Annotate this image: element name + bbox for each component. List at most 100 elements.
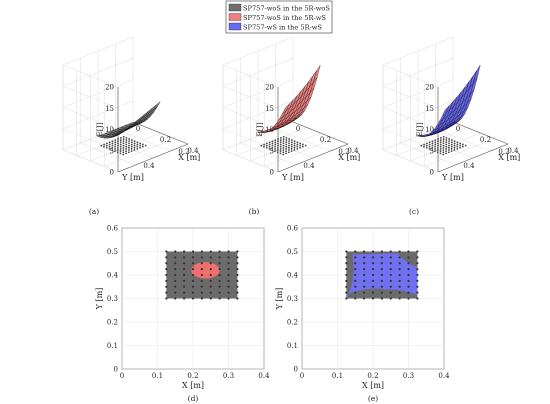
sample-point bbox=[227, 268, 230, 271]
sample-point bbox=[439, 141, 442, 144]
sample-point bbox=[354, 268, 357, 271]
sample-point bbox=[380, 268, 383, 271]
sample-point bbox=[416, 279, 419, 282]
y-tick-label: 0.1 bbox=[107, 342, 118, 350]
sample-point bbox=[296, 145, 299, 148]
sample-point bbox=[407, 273, 410, 277]
y-tick-label: 0.2 bbox=[107, 319, 118, 327]
sample-point bbox=[128, 142, 130, 145]
sample-point bbox=[282, 142, 285, 145]
sample-point bbox=[139, 142, 142, 145]
sample-point bbox=[389, 279, 392, 282]
sample-point bbox=[174, 250, 177, 253]
y-tick-label: 0.4 bbox=[107, 272, 119, 280]
sample-point bbox=[200, 291, 203, 294]
sample-point bbox=[268, 141, 271, 144]
sample-point bbox=[389, 297, 392, 300]
sample-point bbox=[279, 148, 282, 150]
sample-point bbox=[288, 138, 291, 140]
sample-point bbox=[345, 297, 348, 300]
sample-point bbox=[380, 273, 383, 277]
sample-point bbox=[407, 285, 410, 288]
sample-point bbox=[276, 151, 279, 154]
sample-point bbox=[105, 142, 108, 145]
sample-point bbox=[139, 144, 142, 147]
sample-point bbox=[174, 262, 177, 265]
sample-point bbox=[445, 145, 448, 148]
sample-point bbox=[236, 291, 239, 294]
sample-point bbox=[425, 142, 428, 145]
sample-point bbox=[191, 279, 195, 282]
sample-point bbox=[125, 139, 128, 141]
y-tick-label: 0.4 bbox=[303, 162, 315, 170]
sample-point bbox=[136, 143, 139, 146]
sample-point bbox=[288, 140, 290, 143]
y-tick-label: 0.2 bbox=[498, 148, 509, 156]
heatmap-panel-d: 0 0.1 0.2 0.3 0.4 0 0.1 0.2 0.3 0.4 0.5 0.6 X [m] Y [… bbox=[95, 225, 270, 404]
sample-point bbox=[274, 145, 276, 148]
sample-point bbox=[236, 262, 239, 265]
sample-point bbox=[431, 142, 434, 145]
y-axis-label: Y [m] bbox=[281, 173, 304, 182]
sample-point bbox=[265, 144, 268, 147]
sample-point bbox=[274, 143, 277, 146]
sample-point bbox=[279, 139, 282, 141]
sample-point bbox=[131, 139, 133, 141]
sample-point bbox=[448, 146, 450, 149]
sample-point bbox=[227, 291, 230, 294]
sample-point bbox=[125, 148, 128, 150]
sample-point bbox=[218, 262, 221, 265]
legend: SP757-woS in the 5R-woS SP757-woS in the … bbox=[225, 0, 333, 34]
sample-point bbox=[282, 146, 285, 149]
sample-point bbox=[436, 151, 439, 154]
legend-swatch bbox=[228, 13, 242, 21]
sample-point bbox=[117, 142, 119, 145]
sample-point bbox=[345, 250, 348, 253]
sample-point bbox=[218, 285, 221, 288]
z-tick-label: 5 bbox=[270, 147, 274, 155]
sample-point bbox=[128, 144, 130, 147]
sample-point bbox=[209, 262, 212, 265]
sample-point bbox=[209, 297, 212, 300]
sample-point bbox=[200, 285, 203, 288]
z-tick-label: 20 bbox=[425, 84, 434, 92]
sample-point bbox=[125, 145, 128, 148]
x-tick-label: 0 bbox=[120, 372, 124, 380]
z-tick-label: 20 bbox=[265, 84, 274, 92]
gridline bbox=[115, 128, 171, 152]
sample-point bbox=[236, 279, 239, 282]
z-axis-label: E[J] bbox=[415, 122, 424, 136]
sample-point bbox=[133, 142, 136, 145]
sample-point bbox=[296, 143, 299, 146]
sample-point bbox=[293, 146, 296, 149]
y-tick-label: 0.6 bbox=[287, 225, 299, 233]
sample-point bbox=[371, 262, 375, 265]
sample-point bbox=[416, 256, 419, 259]
sample-point bbox=[122, 140, 125, 143]
sample-point bbox=[105, 144, 108, 147]
sample-point bbox=[130, 145, 133, 148]
sample-point bbox=[407, 256, 410, 259]
z-tick-label: 15 bbox=[425, 105, 434, 113]
sample-point bbox=[363, 256, 366, 259]
sample-point bbox=[218, 297, 221, 300]
sample-point bbox=[274, 148, 276, 150]
sample-point bbox=[304, 144, 307, 147]
sample-point bbox=[191, 285, 195, 288]
inner-region bbox=[191, 262, 220, 279]
y-tick-label: 0.6 bbox=[107, 225, 119, 233]
sample-point bbox=[436, 149, 439, 151]
sample-point bbox=[108, 141, 111, 144]
sample-point bbox=[285, 152, 287, 155]
sample-point bbox=[439, 145, 442, 148]
sample-point bbox=[285, 136, 288, 139]
sample-point bbox=[398, 279, 401, 282]
sample-point bbox=[288, 146, 290, 149]
sample-point bbox=[103, 143, 105, 146]
sample-point bbox=[183, 268, 186, 271]
sample-point bbox=[442, 144, 445, 147]
sample-point bbox=[448, 144, 450, 147]
sample-point bbox=[448, 140, 450, 143]
x-tick-label: 0.4 bbox=[507, 147, 519, 155]
